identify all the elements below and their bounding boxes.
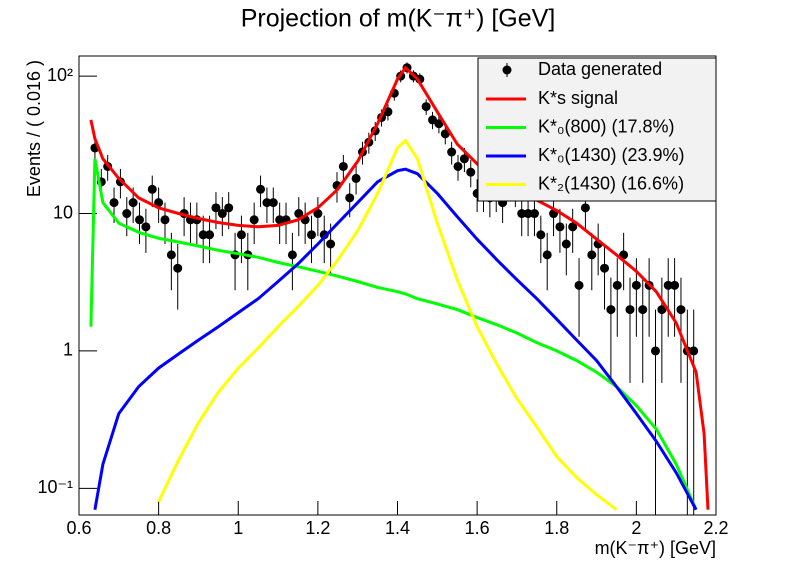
- plot-area: [89, 62, 710, 515]
- data-point: [466, 167, 476, 177]
- x-tick-label: 1: [233, 518, 243, 538]
- data-point: [383, 107, 393, 117]
- data-point: [657, 305, 667, 315]
- curve: [93, 167, 698, 511]
- data-point: [561, 239, 571, 249]
- y-tick-label: 10⁻¹: [37, 477, 73, 497]
- data-point: [606, 305, 616, 315]
- data-point: [459, 154, 469, 164]
- data-point: [217, 209, 227, 219]
- chart-title: Projection of m(K⁻π⁺) [GeV]: [241, 5, 556, 33]
- data-point: [421, 102, 431, 112]
- data-point: [313, 209, 323, 219]
- legend-label: K*₂(1430) (16.6%): [538, 173, 684, 193]
- data-point: [345, 193, 355, 203]
- curve: [157, 138, 618, 511]
- data-point: [147, 184, 157, 194]
- data-point: [109, 198, 119, 208]
- data-point: [307, 230, 317, 240]
- data-point: [650, 346, 660, 356]
- curve: [89, 65, 710, 510]
- data-point: [453, 161, 463, 171]
- data-point: [587, 250, 597, 260]
- data-point: [542, 250, 552, 260]
- data-point: [236, 230, 246, 240]
- x-tick-label: 0.8: [146, 518, 171, 538]
- x-tick-label: 1.4: [385, 518, 410, 538]
- data-point: [574, 280, 584, 290]
- data-point: [434, 119, 444, 129]
- data-point: [663, 280, 673, 290]
- data-point: [440, 129, 450, 139]
- data-point: [198, 230, 208, 240]
- legend-label: K*s signal: [538, 88, 618, 108]
- data-point: [555, 222, 565, 232]
- data-point: [338, 161, 348, 171]
- data-point: [326, 239, 336, 249]
- data-point: [268, 198, 278, 208]
- curve: [89, 158, 698, 511]
- data-point: [600, 263, 610, 273]
- data-point: [262, 198, 272, 208]
- data-point: [517, 209, 527, 219]
- data-point: [211, 203, 221, 213]
- data-point: [580, 203, 590, 213]
- data-point: [154, 198, 164, 208]
- x-tick-label: 1.6: [465, 518, 490, 538]
- data-point: [638, 305, 648, 315]
- data-point: [166, 250, 176, 260]
- data-point: [205, 230, 215, 240]
- y-tick-label: 10: [53, 202, 73, 222]
- data-point: [670, 280, 680, 290]
- data-point: [689, 346, 699, 356]
- y-tick-label: 1: [63, 340, 73, 360]
- x-axis-label: m(K⁻π⁺) [GeV]: [595, 538, 716, 558]
- data-point: [122, 209, 132, 219]
- data-point: [249, 215, 259, 225]
- legend-label: Data generated: [538, 59, 662, 79]
- data-point: [612, 280, 622, 290]
- data-point: [529, 209, 539, 219]
- data-point: [141, 222, 151, 232]
- x-tick-label: 2: [631, 518, 641, 538]
- data-point: [128, 198, 138, 208]
- data-point: [256, 184, 266, 194]
- data-point: [351, 173, 361, 183]
- legend: Data generated K*s signal K*₀(800) (17.8%)…: [477, 57, 717, 202]
- x-tick-label: 1.8: [544, 518, 569, 538]
- data-point: [224, 203, 234, 213]
- y-axis-label: Events / ( 0.016 ): [24, 60, 44, 197]
- data-point: [173, 263, 183, 273]
- data-point: [625, 305, 635, 315]
- x-tick-label: 0.6: [66, 518, 91, 538]
- legend-label: K*₀(1430) (23.9%): [538, 145, 685, 165]
- y-tick-label: 10²: [47, 65, 73, 85]
- data-point: [568, 222, 578, 232]
- data-point: [160, 215, 170, 225]
- data-point: [631, 280, 641, 290]
- data-point: [287, 250, 297, 260]
- data-point: [294, 209, 304, 219]
- x-tick-label: 2.2: [703, 518, 728, 538]
- data-point: [536, 230, 546, 240]
- x-tick-label: 1.2: [305, 518, 330, 538]
- data-point: [275, 215, 285, 225]
- data-point: [447, 147, 457, 157]
- legend-box: [477, 57, 717, 202]
- data-point: [135, 215, 145, 225]
- legend-label: K*₀(800) (17.8%): [538, 116, 675, 136]
- data-point: [523, 209, 533, 219]
- data-point: [676, 305, 686, 315]
